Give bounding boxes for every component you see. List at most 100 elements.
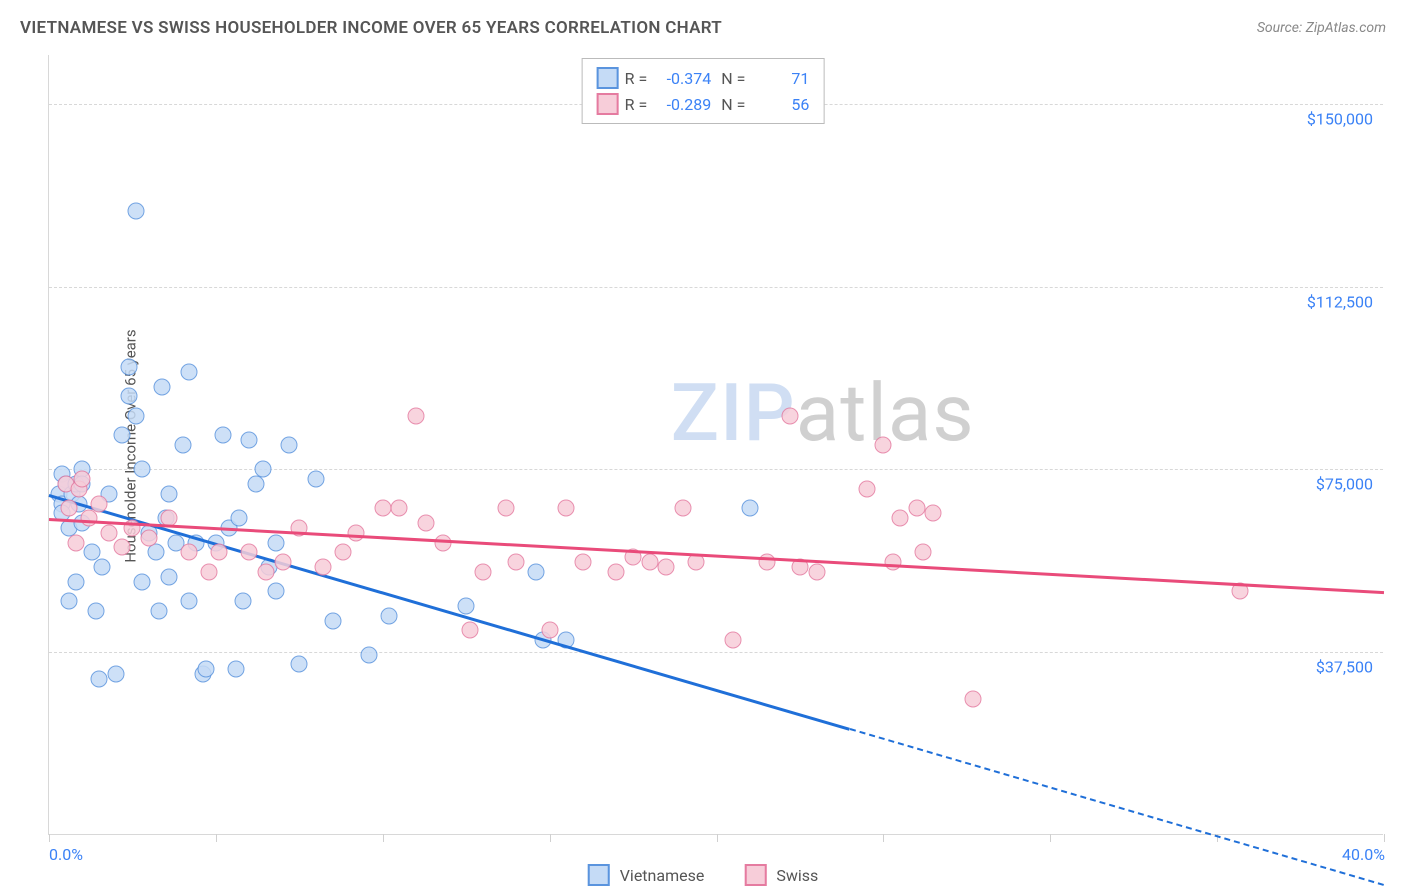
r-value-swiss: -0.289 xyxy=(653,95,711,114)
data-point xyxy=(281,437,298,454)
correlation-legend: R = -0.374 N = 71 R = -0.289 N = 56 xyxy=(582,58,825,124)
watermark: ZIPatlas xyxy=(671,366,975,460)
data-point xyxy=(107,666,124,683)
series-legend: Vietnamese Swiss xyxy=(588,864,819,886)
data-point xyxy=(348,524,365,541)
data-point xyxy=(808,563,825,580)
data-point xyxy=(925,505,942,522)
data-point xyxy=(67,573,84,590)
data-point xyxy=(121,388,138,405)
data-point xyxy=(94,558,111,575)
legend-swatch-swiss xyxy=(744,864,766,886)
swatch-vietnamese xyxy=(597,67,619,89)
n-value-swiss: 56 xyxy=(751,95,809,114)
swatch-swiss xyxy=(597,93,619,115)
data-point xyxy=(915,544,932,561)
y-tick-label: $75,000 xyxy=(1316,475,1373,494)
data-point xyxy=(257,563,274,580)
data-point xyxy=(121,359,138,376)
data-point xyxy=(508,554,525,571)
data-point xyxy=(101,524,118,541)
data-point xyxy=(197,661,214,678)
data-point xyxy=(885,554,902,571)
data-point xyxy=(161,568,178,585)
y-tick-label: $37,500 xyxy=(1316,658,1373,677)
data-point xyxy=(408,407,425,424)
data-point xyxy=(87,602,104,619)
regression-extrapolation xyxy=(850,728,1385,886)
chart-source: Source: ZipAtlas.com xyxy=(1257,20,1386,36)
data-point xyxy=(324,612,341,629)
data-point xyxy=(61,593,78,610)
data-point xyxy=(81,510,98,527)
regression-line xyxy=(49,494,851,730)
data-point xyxy=(658,558,675,575)
data-point xyxy=(908,500,925,517)
legend-swatch-vietnamese xyxy=(588,864,610,886)
data-point xyxy=(725,632,742,649)
data-point xyxy=(461,622,478,639)
data-point xyxy=(741,500,758,517)
data-point xyxy=(91,495,108,512)
y-tick-label: $112,500 xyxy=(1307,292,1373,311)
data-point xyxy=(234,593,251,610)
r-value-vietnamese: -0.374 xyxy=(653,69,711,88)
data-point xyxy=(608,563,625,580)
data-point xyxy=(474,563,491,580)
x-tick xyxy=(550,834,551,842)
data-point xyxy=(892,510,909,527)
data-point xyxy=(247,476,264,493)
data-point xyxy=(575,554,592,571)
data-point xyxy=(274,554,291,571)
data-point xyxy=(134,573,151,590)
data-point xyxy=(181,593,198,610)
chart-title: VIETNAMESE VS SWISS HOUSEHOLDER INCOME O… xyxy=(20,18,722,38)
x-tick xyxy=(216,834,217,842)
data-point xyxy=(267,583,284,600)
data-point xyxy=(361,646,378,663)
data-point xyxy=(241,432,258,449)
data-point xyxy=(528,563,545,580)
x-tick-label: 40.0% xyxy=(1342,845,1385,864)
data-point xyxy=(201,563,218,580)
data-point xyxy=(127,203,144,220)
data-point xyxy=(781,407,798,424)
data-point xyxy=(641,554,658,571)
x-tick-label: 0.0% xyxy=(49,845,83,864)
data-point xyxy=(267,534,284,551)
n-value-vietnamese: 71 xyxy=(751,69,809,88)
data-point xyxy=(231,510,248,527)
data-point xyxy=(374,500,391,517)
data-point xyxy=(541,622,558,639)
data-point xyxy=(334,544,351,561)
data-point xyxy=(314,558,331,575)
data-point xyxy=(161,485,178,502)
legend-item-swiss: Swiss xyxy=(744,864,818,886)
data-point xyxy=(858,480,875,497)
data-point xyxy=(174,437,191,454)
data-point xyxy=(418,515,435,532)
data-point xyxy=(675,500,692,517)
data-point xyxy=(498,500,515,517)
data-point xyxy=(434,534,451,551)
data-point xyxy=(211,544,228,561)
data-point xyxy=(308,471,325,488)
data-point xyxy=(241,544,258,561)
data-point xyxy=(61,500,78,517)
grid-line xyxy=(49,652,1383,653)
x-tick xyxy=(883,834,884,842)
data-point xyxy=(67,534,84,551)
data-point xyxy=(181,544,198,561)
data-point xyxy=(875,437,892,454)
data-point xyxy=(181,363,198,380)
x-tick xyxy=(717,834,718,842)
x-tick xyxy=(1384,834,1385,842)
x-tick xyxy=(49,834,50,842)
x-tick xyxy=(383,834,384,842)
data-point xyxy=(134,461,151,478)
data-point xyxy=(127,407,144,424)
legend-label-swiss: Swiss xyxy=(776,866,818,885)
x-tick xyxy=(1050,834,1051,842)
y-tick-label: $150,000 xyxy=(1307,109,1373,128)
grid-line xyxy=(49,469,1383,470)
